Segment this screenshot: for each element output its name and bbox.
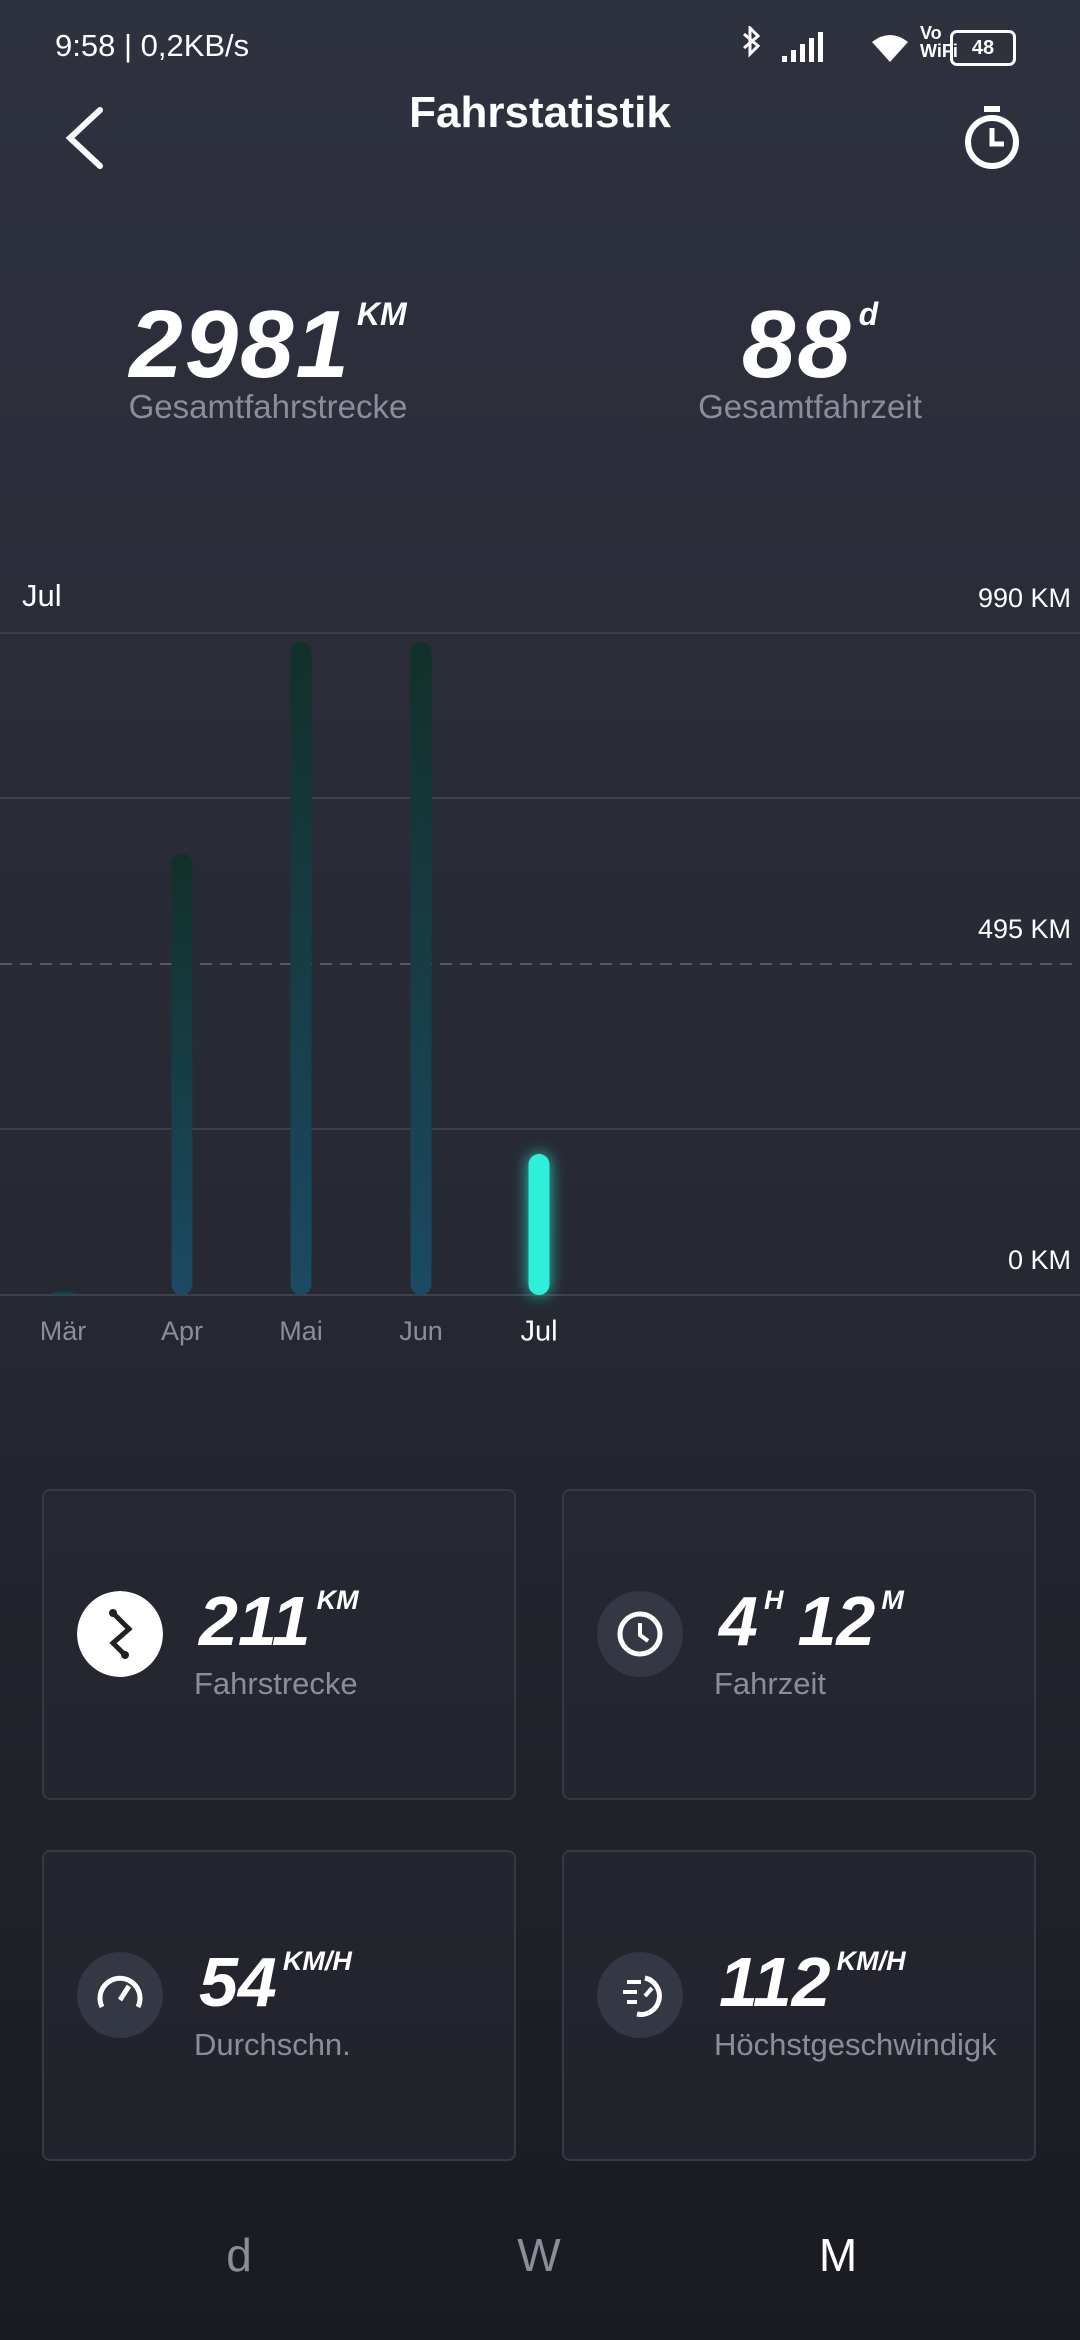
value: 211	[199, 1582, 311, 1660]
x-tick-label: Apr	[161, 1316, 203, 1346]
tab[interactable]: M	[818, 2229, 858, 2281]
summary-unit: KM	[356, 296, 407, 332]
value: 4	[719, 1582, 758, 1660]
card-icon	[77, 1952, 163, 2038]
card-label: Höchstgeschwindigk	[714, 2027, 997, 2062]
summary-value: 88	[741, 291, 853, 398]
summary-label: Gesamtfahrzeit	[698, 388, 922, 425]
value: 112	[719, 1943, 831, 2021]
status-icons	[743, 26, 908, 62]
bar	[410, 641, 432, 1295]
unit: KM/H	[836, 1946, 906, 1976]
summary-value: 2981	[129, 291, 351, 398]
card-value: 211 KM	[199, 1581, 373, 1661]
card-label: Fahrstrecke	[194, 1666, 358, 1701]
value: 54	[199, 1943, 277, 2021]
card-label: Durchschn.	[194, 2027, 351, 2062]
stat-card: 211 KM Fahrstrecke	[42, 1489, 516, 1800]
bar	[171, 853, 193, 1295]
chart-subtitle: Jul	[22, 578, 62, 613]
card-value: 54 KM/H	[199, 1942, 366, 2022]
y-tick-label: 990 KM	[978, 583, 1071, 613]
unit: M	[881, 1585, 904, 1615]
bar	[290, 641, 312, 1295]
x-tick-label: Jul	[520, 1316, 557, 1348]
stat-card: 4 H 12 M Fahrzeit	[562, 1489, 1036, 1800]
tab[interactable]: d	[226, 2229, 252, 2281]
network-label: Vo WiFi	[920, 23, 958, 61]
card-icon	[77, 1591, 163, 1677]
card-label: Fahrzeit	[714, 1666, 826, 1701]
summary-unit: d	[858, 296, 879, 332]
y-tick-label: 495 KM	[978, 914, 1071, 944]
back-button[interactable]	[60, 105, 110, 171]
x-tick-label: Mai	[279, 1316, 323, 1346]
total-distance: 2981 KM Gesamtfahrstrecke	[48, 290, 488, 426]
y-tick-label: 0 KM	[1008, 1245, 1071, 1275]
battery-level: 48	[971, 37, 995, 59]
card-value: 4 H 12 M	[719, 1581, 918, 1661]
card-icon	[597, 1952, 683, 2038]
unit: KM/H	[282, 1946, 352, 1976]
total-time: 88 d Gesamtfahrzeit	[590, 290, 1030, 426]
x-tick-label: Jun	[399, 1316, 443, 1346]
stat-card: 54 KM/H Durchschn.	[42, 1850, 516, 2161]
bar	[528, 1153, 550, 1295]
value: 12	[797, 1582, 876, 1660]
page-title: Fahrstatistik	[409, 88, 671, 137]
x-tick-label: Mär	[40, 1316, 87, 1346]
timer-button[interactable]	[962, 104, 1022, 174]
card-value: 112 KM/H	[719, 1942, 920, 2022]
tab[interactable]: W	[517, 2229, 561, 2281]
summary-label: Gesamtfahrstrecke	[128, 388, 408, 425]
unit: KM	[316, 1585, 359, 1615]
bar	[52, 1290, 74, 1295]
card-icon	[597, 1591, 683, 1677]
battery: 48	[950, 30, 1016, 66]
status-time: 9:58 | 0,2KB/s	[55, 28, 250, 63]
stat-card: 112 KM/H Höchstgeschwindigk	[562, 1850, 1036, 2161]
unit: H	[763, 1585, 784, 1615]
